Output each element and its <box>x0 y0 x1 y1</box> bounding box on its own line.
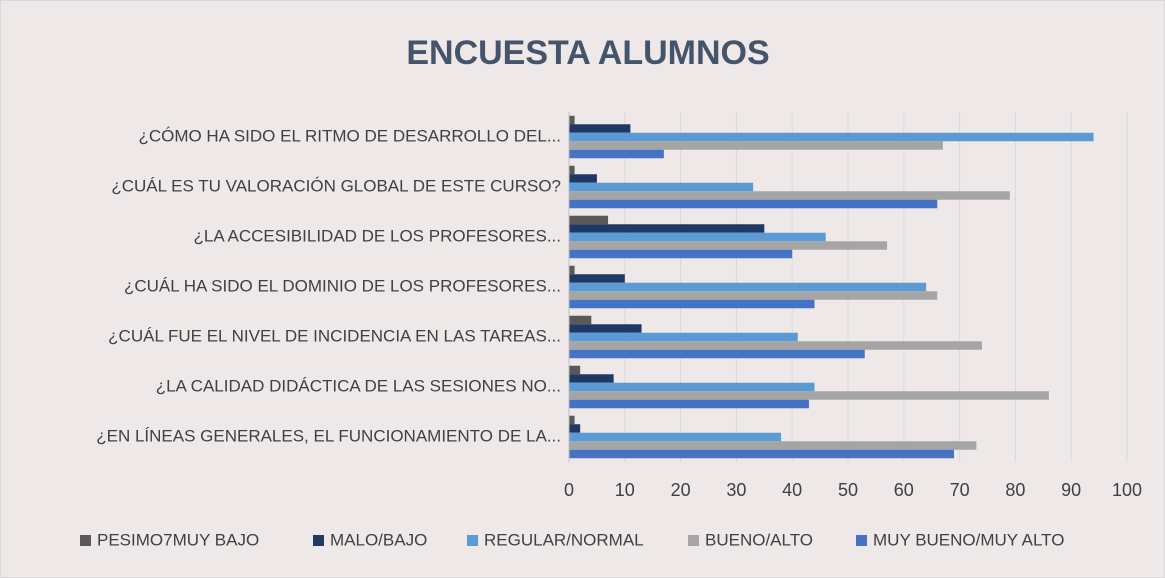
legend-swatch <box>856 535 867 546</box>
x-tick-label: 40 <box>782 480 802 500</box>
x-tick-label: 80 <box>1005 480 1025 500</box>
legend-label: MUY BUENO/MUY ALTO <box>873 530 1064 549</box>
y-tick-label: ¿LA CALIDAD DIDÁCTICA DE LAS SESIONES NO… <box>156 376 561 395</box>
y-tick-label: ¿LA ACCESIBILIDAD DE LOS PROFESORES... <box>193 226 561 245</box>
x-tick-label: 60 <box>894 480 914 500</box>
bar <box>569 249 793 259</box>
bar <box>569 265 575 275</box>
legend-swatch <box>313 535 324 546</box>
bar <box>569 215 609 225</box>
legend-label: REGULAR/NORMAL <box>484 530 644 549</box>
x-tick-label: 50 <box>838 480 858 500</box>
bar <box>569 449 955 459</box>
x-tick-label: 0 <box>564 480 574 500</box>
bar <box>569 165 575 175</box>
bar <box>569 174 597 183</box>
bar <box>569 191 1010 200</box>
bar <box>569 299 815 309</box>
bar <box>569 349 865 359</box>
y-tick-label: ¿CUÁL ES TU VALORACIÓN GLOBAL DE ESTE CU… <box>111 176 561 195</box>
bar <box>569 399 809 409</box>
y-tick-label: ¿CUÁL FUE EL NIVEL DE INCIDENCIA EN LAS … <box>108 326 561 345</box>
bar <box>569 199 938 209</box>
bar <box>569 415 575 425</box>
bar <box>569 241 888 250</box>
x-tick-label: 20 <box>671 480 691 500</box>
legend-swatch <box>467 535 478 546</box>
bar <box>569 315 592 325</box>
bar <box>569 291 938 300</box>
chart-title: ENCUESTA ALUMNOS <box>406 34 769 72</box>
bar <box>569 274 625 283</box>
legend-swatch <box>688 535 699 546</box>
bar <box>569 115 575 125</box>
y-tick-label: ¿EN LÍNEAS GENERALES, EL FUNCIONAMIENTO … <box>96 426 561 445</box>
bar <box>569 424 581 433</box>
bar <box>569 224 765 233</box>
bar <box>569 374 614 383</box>
bar <box>569 132 1094 142</box>
bar <box>569 382 815 392</box>
legend-swatch <box>80 535 91 546</box>
x-tick-label: 30 <box>726 480 746 500</box>
bar <box>569 341 982 350</box>
x-tick-label: 10 <box>615 480 635 500</box>
legend-label: MALO/BAJO <box>330 530 427 549</box>
x-tick-label: 90 <box>1061 480 1081 500</box>
bar <box>569 124 631 133</box>
y-tick-label: ¿CUÁL HA SIDO EL DOMINIO DE LOS PROFESOR… <box>124 276 561 295</box>
y-tick-label: ¿CÓMO HA SIDO EL RITMO DE DESARROLLO DEL… <box>138 126 561 145</box>
bar <box>569 149 664 159</box>
legend-label: BUENO/ALTO <box>705 530 813 549</box>
bar <box>569 141 943 150</box>
legend-label: PESIMO7MUY BAJO <box>97 530 259 549</box>
bar <box>569 365 581 375</box>
bar <box>569 432 782 442</box>
bar <box>569 282 927 292</box>
bar <box>569 391 1049 400</box>
bar <box>569 182 754 192</box>
bar <box>569 324 642 333</box>
bar <box>569 232 826 242</box>
bar <box>569 441 977 450</box>
x-tick-label: 70 <box>950 480 970 500</box>
x-tick-label: 100 <box>1112 480 1142 500</box>
bar <box>569 332 798 342</box>
